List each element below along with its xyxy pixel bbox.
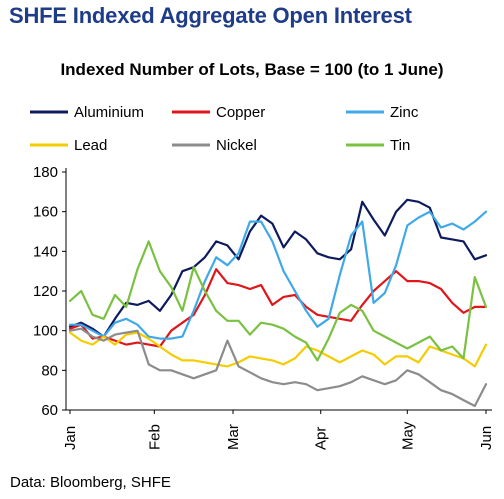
- y-tick-label: 160: [33, 204, 58, 221]
- legend-label-copper: Copper: [216, 104, 265, 121]
- series-line-copper: [68, 268, 488, 348]
- chart-subtitle: Indexed Number of Lots, Base = 100 (to 1…: [60, 60, 444, 79]
- y-tick-label: 60: [41, 402, 58, 419]
- chart-axes: 60 80 100 120 140 160 180 Jan Feb Mar Apr May Jun: [33, 164, 495, 450]
- legend-label-zinc: Zinc: [390, 104, 419, 121]
- x-tick-label: Apr: [313, 427, 330, 450]
- series-line-nickel: [68, 327, 488, 408]
- x-tick-label: May: [399, 421, 416, 450]
- legend-label-nickel: Nickel: [216, 137, 257, 154]
- y-tick-label: 80: [41, 362, 58, 379]
- legend-label-tin: Tin: [390, 137, 410, 154]
- series-line-lead: [68, 331, 488, 368]
- y-tick-label: 140: [33, 243, 58, 260]
- series-line-zinc: [68, 210, 488, 340]
- x-tick-label: Feb: [146, 424, 163, 450]
- chart-legend: Aluminium Copper Zinc Lead Nickel Tin: [30, 104, 419, 154]
- legend-label-aluminium: Aluminium: [74, 104, 144, 121]
- x-tick-label: Jan: [62, 426, 79, 450]
- plot-area: [68, 198, 488, 408]
- y-tick-label: 120: [33, 283, 58, 300]
- legend-label-lead: Lead: [74, 137, 107, 154]
- x-tick-label: Jun: [478, 426, 495, 450]
- chart-title: SHFE Indexed Aggregate Open Interest: [9, 3, 412, 28]
- source-note: Data: Bloomberg, SHFE: [10, 474, 171, 491]
- y-tick-label: 180: [33, 164, 58, 181]
- series-line-tin: [68, 240, 488, 362]
- y-tick-label: 100: [33, 323, 58, 340]
- series-line-aluminium: [68, 198, 488, 338]
- x-tick-label: Mar: [225, 424, 242, 450]
